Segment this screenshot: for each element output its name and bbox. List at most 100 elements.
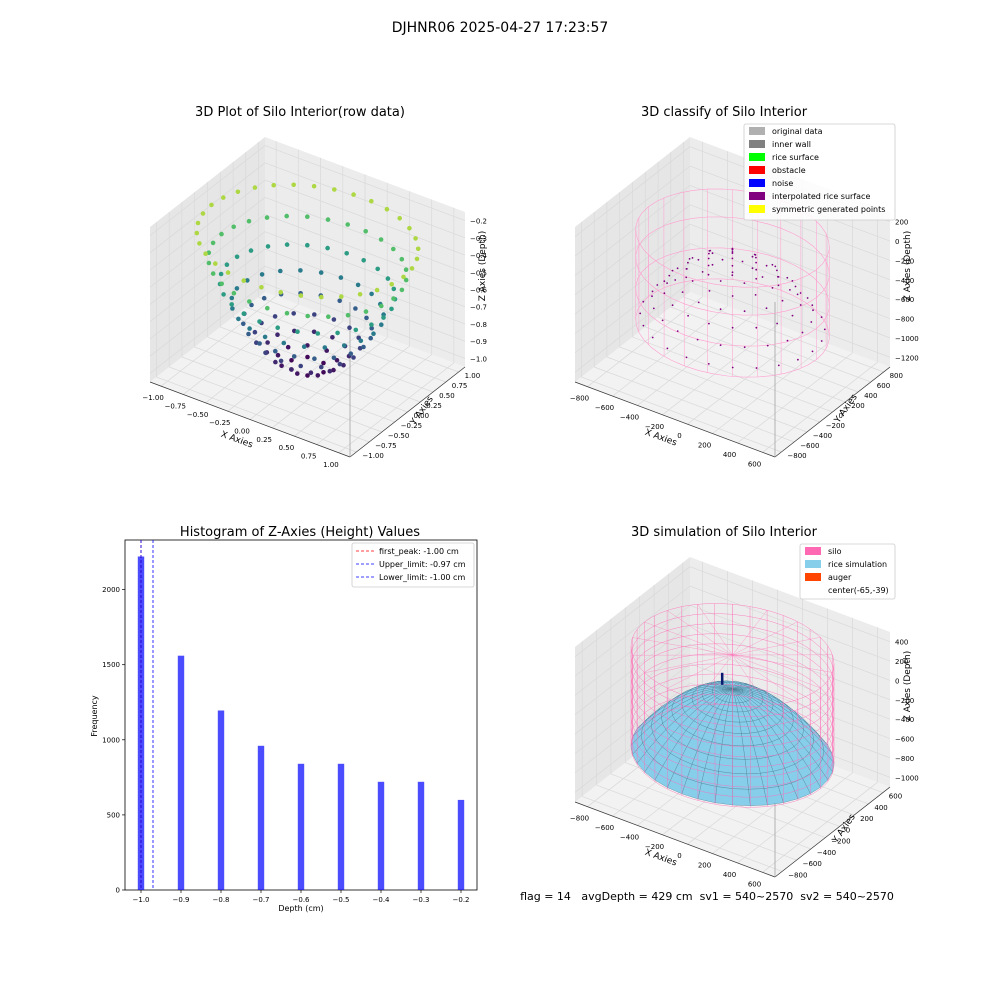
raw-point [305,313,311,319]
interpolated-point [707,264,710,267]
raw-point [229,295,235,301]
silo-roof-line [644,654,733,673]
interpolated-point [666,282,668,284]
histogram-reference-lines [140,540,154,890]
raw-point [241,278,246,283]
axis-line [575,586,690,676]
raw-point [358,338,364,344]
raw-point [285,344,291,350]
panel2-3d-axes [575,137,890,457]
axis-line [150,215,265,305]
raw-point [403,277,409,283]
z-tick-label: −1000 [895,774,919,782]
raw-point [378,237,384,242]
axis-line [690,205,890,280]
raw-point [413,236,418,241]
legend-label: rice simulation [828,560,887,569]
x-tick-label: 400 [723,871,736,879]
raw-point [415,246,421,252]
raw-point [230,306,235,311]
interpolated-point [687,314,689,317]
raw-point [200,211,206,216]
interpolated-point [686,268,688,270]
raw-point [379,322,384,328]
raw-point [363,229,369,234]
x-tick-label: 0 [677,432,681,440]
legend-frame [351,542,475,588]
axis-line [690,244,890,319]
raw-point [322,345,328,350]
axis-line [150,146,265,236]
interpolated-point [708,252,710,255]
interpolated-point [731,247,734,250]
interpolated-point [708,250,711,252]
interpolated-point [687,261,689,264]
y-tick-label: 400 [874,804,887,812]
x-tick-label: −0.2 [453,896,470,904]
interpolated-point [812,309,814,312]
interpolated-point [755,326,758,329]
interpolated-point [811,304,814,307]
y-tick-label: 1500 [102,661,120,669]
interpolated-point [789,289,791,291]
interpolated-point [765,307,768,310]
raw-point [234,254,240,260]
histogram-bar [257,745,265,890]
interpolated-point [731,274,734,277]
raw-point [224,262,230,268]
raw-point [327,368,333,374]
raw-point [321,360,326,366]
interpolated-point [688,258,691,260]
z-tick-label: −0.3 [470,235,487,243]
x-tick-label: 0 [677,852,681,860]
raw-point [284,242,290,247]
rice-mesh-cell [714,786,733,806]
y-tick-label: −800 [788,871,807,879]
histogram-bars [137,556,465,890]
axis-line [581,377,781,452]
axis-line [350,367,465,457]
interpolated-point [721,258,724,261]
raw-point [331,367,336,373]
interpolated-point [801,331,804,334]
axis-line [684,297,884,372]
raw-point [265,305,270,311]
z-tick-label: −1200 [895,354,919,362]
interpolated-point [743,282,746,284]
interpolated-point [743,310,746,313]
raw-point [312,312,317,317]
x-tick-label: −400 [620,833,639,841]
interpolated-point [696,338,699,341]
raw-point [371,331,376,337]
z-tick-label: −200 [895,697,914,705]
raw-point [414,256,420,262]
x-tick-label: −1.00 [142,394,163,402]
histogram-bar [137,556,145,890]
legend-label: Upper_limit: -0.97 cm [379,560,466,569]
raw-point [281,340,287,346]
interpolated-point [711,263,714,266]
raw-point [331,317,337,322]
raw-point [357,292,363,297]
interpolated-point [661,319,664,322]
legend-label: first_peak: -1.00 cm [379,547,459,556]
raw-point [330,335,335,340]
histogram-ylabel: Frequency [90,695,99,737]
axis-line [658,317,858,392]
histogram-bar [377,781,385,890]
raw-point [409,266,415,271]
y-tick-label: 600 [877,382,890,390]
raw-point [381,315,386,320]
x-tick-label: −200 [645,843,664,851]
legend-swatch [749,127,765,135]
raw-point [271,182,277,188]
raw-point [210,271,216,276]
interpolated-point [685,276,688,279]
interpolated-point [799,292,802,294]
interpolated-point [786,339,789,342]
interpolated-point [776,322,778,325]
z-tick-label: −600 [895,296,914,304]
raw-point [321,370,326,375]
interpolated-point [731,257,734,260]
y-tick-label: 200 [851,402,864,410]
